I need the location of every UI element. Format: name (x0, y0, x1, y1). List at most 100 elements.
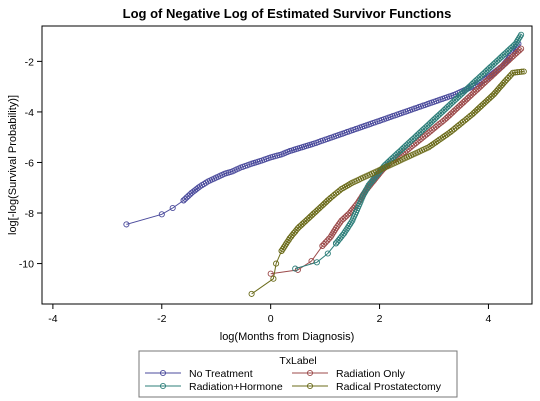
legend-swatch-marker (306, 369, 314, 377)
data-point (459, 118, 467, 125)
legend-label: Radiation Only (336, 368, 406, 380)
data-point (434, 122, 441, 129)
data-point (518, 45, 525, 52)
data-point (158, 211, 165, 218)
legend-entry: No Treatment (145, 368, 253, 380)
data-point (267, 270, 274, 277)
data-point (344, 211, 352, 218)
data-point (463, 115, 470, 122)
y-tick-label: -10 (19, 259, 34, 271)
data-point (452, 124, 459, 131)
legend-label: No Treatment (189, 368, 253, 380)
data-point (449, 127, 456, 134)
legend: TxLabel No Treatment Radiation Only Radiat… (138, 350, 458, 398)
data-point (512, 69, 519, 76)
data-point (292, 265, 299, 272)
data-point (185, 192, 192, 199)
data-point (180, 197, 187, 204)
data-point (183, 194, 190, 201)
legend-title: TxLabel (279, 355, 316, 367)
data-point (334, 188, 341, 196)
series-line (126, 43, 519, 225)
legend-label: Radiation+Hormone (189, 381, 283, 393)
series-layer (123, 31, 527, 297)
y-tick-label: -4 (25, 107, 34, 119)
data-point (514, 69, 521, 76)
y-tick-label: -6 (25, 157, 34, 169)
y-tick-label: -2 (25, 56, 34, 68)
data-point (341, 214, 348, 221)
data-point (458, 120, 465, 127)
x-tick-label: 2 (377, 313, 383, 325)
data-point (273, 260, 280, 267)
data-point (430, 125, 438, 132)
data-point (320, 241, 328, 248)
data-point (429, 126, 436, 133)
data-point (324, 237, 331, 244)
legend-swatch-marker (159, 369, 167, 377)
series-no-treatment (123, 40, 522, 228)
data-point (329, 193, 336, 200)
data-point (421, 132, 428, 139)
legend-swatch-marker (159, 382, 167, 390)
data-point (516, 47, 523, 54)
legend-entry: Radiation+Hormone (145, 381, 283, 393)
data-point (454, 123, 461, 130)
data-point (416, 137, 423, 144)
data-point (327, 194, 334, 201)
y-tick-label: -8 (25, 208, 34, 220)
data-point (438, 119, 445, 126)
legend-entry: Radical Prostatectomy (292, 381, 442, 393)
data-point (322, 239, 329, 246)
data-point (410, 141, 418, 148)
data-point (518, 68, 525, 75)
x-tick-label: -4 (48, 313, 57, 325)
data-point (270, 275, 277, 282)
data-point (423, 131, 430, 138)
x-tick-label: 4 (486, 313, 492, 325)
data-point (343, 213, 350, 220)
data-point (501, 78, 508, 85)
data-point (518, 31, 525, 38)
data-point (313, 259, 320, 266)
legend-label: Radical Prostatectomy (336, 381, 442, 393)
data-point (500, 80, 507, 87)
data-point (506, 73, 513, 80)
data-point (509, 69, 516, 76)
data-point (504, 75, 512, 82)
data-point (331, 191, 338, 198)
plot-area-frame (41, 25, 533, 305)
data-point (516, 68, 523, 76)
x-tick-label: 0 (268, 313, 274, 325)
data-point (456, 121, 463, 128)
data-point (418, 135, 425, 142)
data-point (503, 76, 510, 83)
chart-title: Log of Negative Log of Estimated Survivo… (123, 6, 452, 21)
x-tick-label: -2 (157, 313, 166, 325)
data-point (412, 140, 419, 147)
data-point (450, 126, 458, 133)
data-point (182, 195, 189, 202)
data-point (319, 242, 326, 249)
data-point (324, 250, 331, 257)
data-point (248, 290, 255, 297)
data-point (436, 120, 443, 127)
x-axis-label: log(Months from Diagnosis) (220, 331, 355, 343)
legend-entries: No Treatment Radiation Only Radiation+Horm… (145, 368, 442, 393)
data-point (169, 204, 176, 212)
series-radical-prostatectomy (248, 68, 527, 297)
data-point (425, 129, 432, 136)
data-point (465, 114, 472, 121)
data-point (461, 117, 468, 124)
data-point (447, 129, 454, 136)
series-radiation-hormone (292, 31, 525, 272)
legend-swatch-marker (306, 382, 314, 390)
legend-entry: Radiation Only (292, 368, 406, 380)
data-point (427, 128, 434, 135)
data-point (340, 216, 347, 223)
legend-box (138, 350, 458, 398)
data-point (432, 123, 439, 130)
data-point (414, 138, 421, 145)
y-axis-label: log[-log(Survival Probability)] (7, 95, 19, 235)
